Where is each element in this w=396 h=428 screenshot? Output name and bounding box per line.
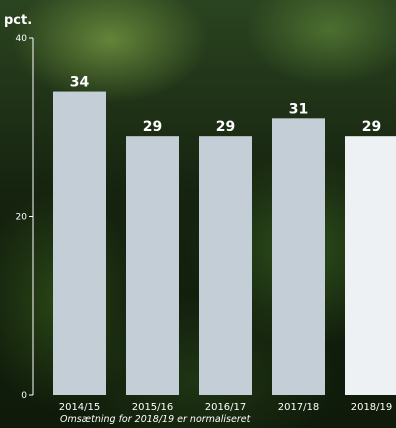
- chart-footnote: Omsætning for 2018/19 er normaliseret: [60, 414, 251, 425]
- bar: [345, 136, 396, 396]
- y-tick-label: 20: [16, 213, 28, 223]
- bar-value-label: 29: [216, 119, 235, 135]
- x-tick-label: 2016/17: [205, 402, 247, 413]
- y-tick-label: 40: [16, 34, 28, 44]
- bar-value-label: 34: [70, 75, 90, 91]
- x-tick-label: 2015/16: [132, 402, 174, 413]
- x-tick-label: 2018/19: [351, 402, 393, 413]
- y-axis-unit-label: pct.: [4, 13, 32, 28]
- bar-value-label: 29: [362, 119, 381, 135]
- x-tick-label: 2014/15: [59, 402, 101, 413]
- bar-value-label: 31: [289, 101, 308, 117]
- x-tick-label: 2017/18: [278, 402, 320, 413]
- bar: [53, 91, 106, 396]
- bar: [126, 136, 179, 396]
- bar: [199, 136, 252, 396]
- y-tick-label: 0: [21, 391, 27, 401]
- bar: [272, 118, 325, 395]
- bar-value-label: 29: [143, 119, 162, 135]
